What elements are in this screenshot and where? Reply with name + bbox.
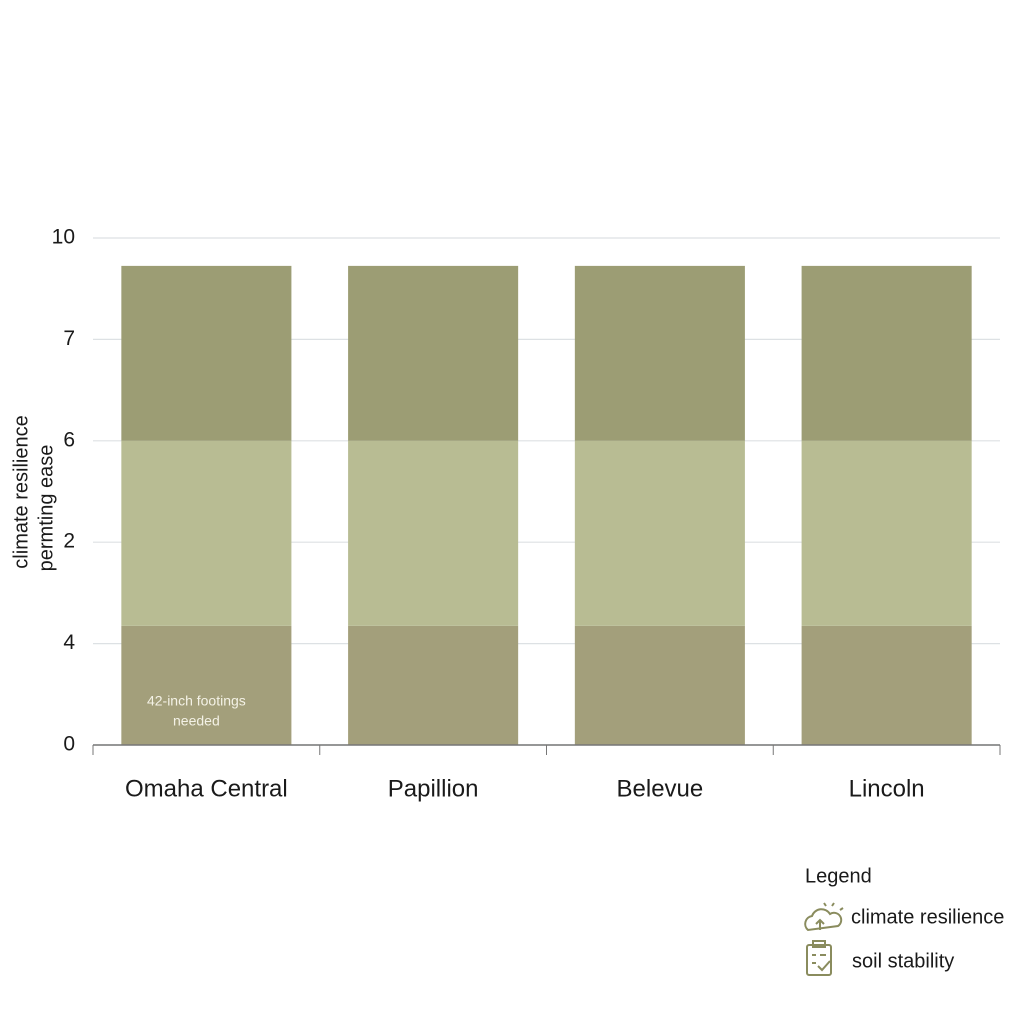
- bar-segment: [121, 265, 292, 441]
- bar-segment: [801, 440, 972, 626]
- x-tick-label: Belevue: [617, 775, 704, 802]
- y-tick-label: 4: [63, 631, 75, 654]
- bar-segment: [801, 625, 972, 745]
- y-axis-label: climate resilience: [10, 415, 32, 568]
- bar-segment: [801, 265, 972, 441]
- bar-segment: [574, 265, 745, 441]
- y-tick-label: 6: [63, 428, 75, 451]
- annotation: 42-inch footings: [147, 693, 246, 709]
- plot: 0 4 2 6 7 10 Omaha Central Papillion Belevue Linc…: [52, 226, 1001, 802]
- x-tick-label: Lincoln: [849, 775, 925, 802]
- legend-title: Legend: [805, 865, 872, 887]
- y-tick-label: 0: [63, 733, 75, 756]
- x-tick-label: Omaha Central: [125, 775, 288, 802]
- bar-segment: [348, 625, 519, 745]
- legend-icon: [804, 902, 844, 932]
- bar-segment: [121, 625, 292, 745]
- bar-segment: [574, 440, 745, 626]
- legend-label: climate resilience: [851, 906, 1004, 928]
- x-tick-label: Papillion: [388, 775, 479, 802]
- bar-segment: [348, 440, 519, 626]
- legend-label: soil stability: [852, 950, 954, 972]
- y-axis-label: permting ease: [35, 445, 57, 572]
- bar-segment: [574, 625, 745, 745]
- y-tick-label: 7: [63, 327, 75, 350]
- legend-icon: [806, 940, 832, 976]
- bar-segment: [348, 265, 519, 441]
- y-tick-label: 2: [63, 530, 75, 553]
- y-tick-label: 10: [52, 226, 75, 249]
- bar-segment: [121, 440, 292, 626]
- annotation: needed: [173, 713, 220, 729]
